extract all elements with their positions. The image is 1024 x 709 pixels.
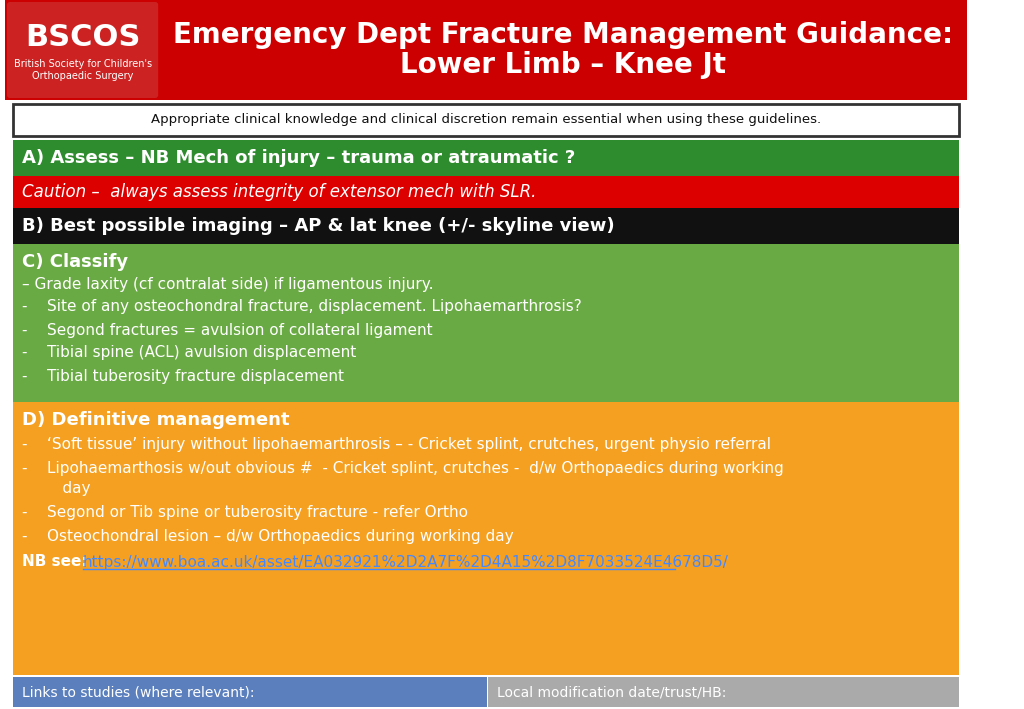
- Text: -    Segond or Tib spine or tuberosity fracture - refer Ortho: - Segond or Tib spine or tuberosity frac…: [23, 505, 468, 520]
- Text: BSCOS: BSCOS: [25, 23, 140, 52]
- FancyBboxPatch shape: [12, 104, 959, 136]
- Text: -    Tibial spine (ACL) avulsion displacement: - Tibial spine (ACL) avulsion displaceme…: [23, 345, 356, 360]
- Text: Caution –  always assess integrity of extensor mech with SLR.: Caution – always assess integrity of ext…: [23, 183, 537, 201]
- Text: NB see:: NB see:: [23, 554, 93, 569]
- Text: Emergency Dept Fracture Management Guidance:: Emergency Dept Fracture Management Guida…: [173, 21, 953, 49]
- FancyBboxPatch shape: [12, 176, 959, 208]
- Text: – Grade laxity (cf contralat side) if ligamentous injury.: – Grade laxity (cf contralat side) if li…: [23, 277, 433, 291]
- Text: Links to studies (where relevant):: Links to studies (where relevant):: [23, 685, 255, 699]
- Text: Orthopaedic Surgery: Orthopaedic Surgery: [32, 71, 133, 81]
- Text: -    Osteochondral lesion – d/w Orthopaedics during working day: - Osteochondral lesion – d/w Orthopaedic…: [23, 528, 514, 544]
- FancyBboxPatch shape: [12, 244, 959, 402]
- Text: Appropriate clinical knowledge and clinical discretion remain essential when usi: Appropriate clinical knowledge and clini…: [151, 113, 821, 126]
- FancyBboxPatch shape: [5, 0, 967, 100]
- Text: Local modification date/trust/HB:: Local modification date/trust/HB:: [498, 685, 727, 699]
- Text: D) Definitive management: D) Definitive management: [23, 411, 290, 429]
- Text: https://www.boa.ac.uk/asset/EA032921%2D2A7F%2D4A15%2D8F7033524E4678D5/: https://www.boa.ac.uk/asset/EA032921%2D2…: [83, 554, 729, 569]
- FancyBboxPatch shape: [12, 208, 959, 244]
- Text: -    Lipohaemarthosis w/out obvious #  - Cricket splint, crutches -  d/w Orthopa: - Lipohaemarthosis w/out obvious # - Cri…: [23, 461, 783, 476]
- Text: -    Segond fractures = avulsion of collateral ligament: - Segond fractures = avulsion of collate…: [23, 323, 433, 337]
- Text: C) Classify: C) Classify: [23, 253, 128, 271]
- Text: -    ‘Soft tissue’ injury without lipohaemarthrosis – - Cricket splint, crutches: - ‘Soft tissue’ injury without lipohaema…: [23, 437, 771, 452]
- Text: British Society for Children's: British Society for Children's: [13, 59, 152, 69]
- Text: -    Site of any osteochondral fracture, displacement. Lipohaemarthrosis?: - Site of any osteochondral fracture, di…: [23, 299, 582, 315]
- Text: A) Assess – NB Mech of injury – trauma or atraumatic ?: A) Assess – NB Mech of injury – trauma o…: [23, 149, 575, 167]
- FancyBboxPatch shape: [12, 677, 486, 707]
- Text: day: day: [38, 481, 90, 496]
- Text: B) Best possible imaging – AP & lat knee (+/- skyline view): B) Best possible imaging – AP & lat knee…: [23, 217, 614, 235]
- FancyBboxPatch shape: [487, 677, 959, 707]
- Text: -    Tibial tuberosity fracture displacement: - Tibial tuberosity fracture displacemen…: [23, 369, 344, 384]
- Text: Lower Limb – Knee Jt: Lower Limb – Knee Jt: [400, 51, 726, 79]
- FancyBboxPatch shape: [12, 140, 959, 176]
- FancyBboxPatch shape: [12, 402, 959, 675]
- FancyBboxPatch shape: [7, 2, 158, 98]
